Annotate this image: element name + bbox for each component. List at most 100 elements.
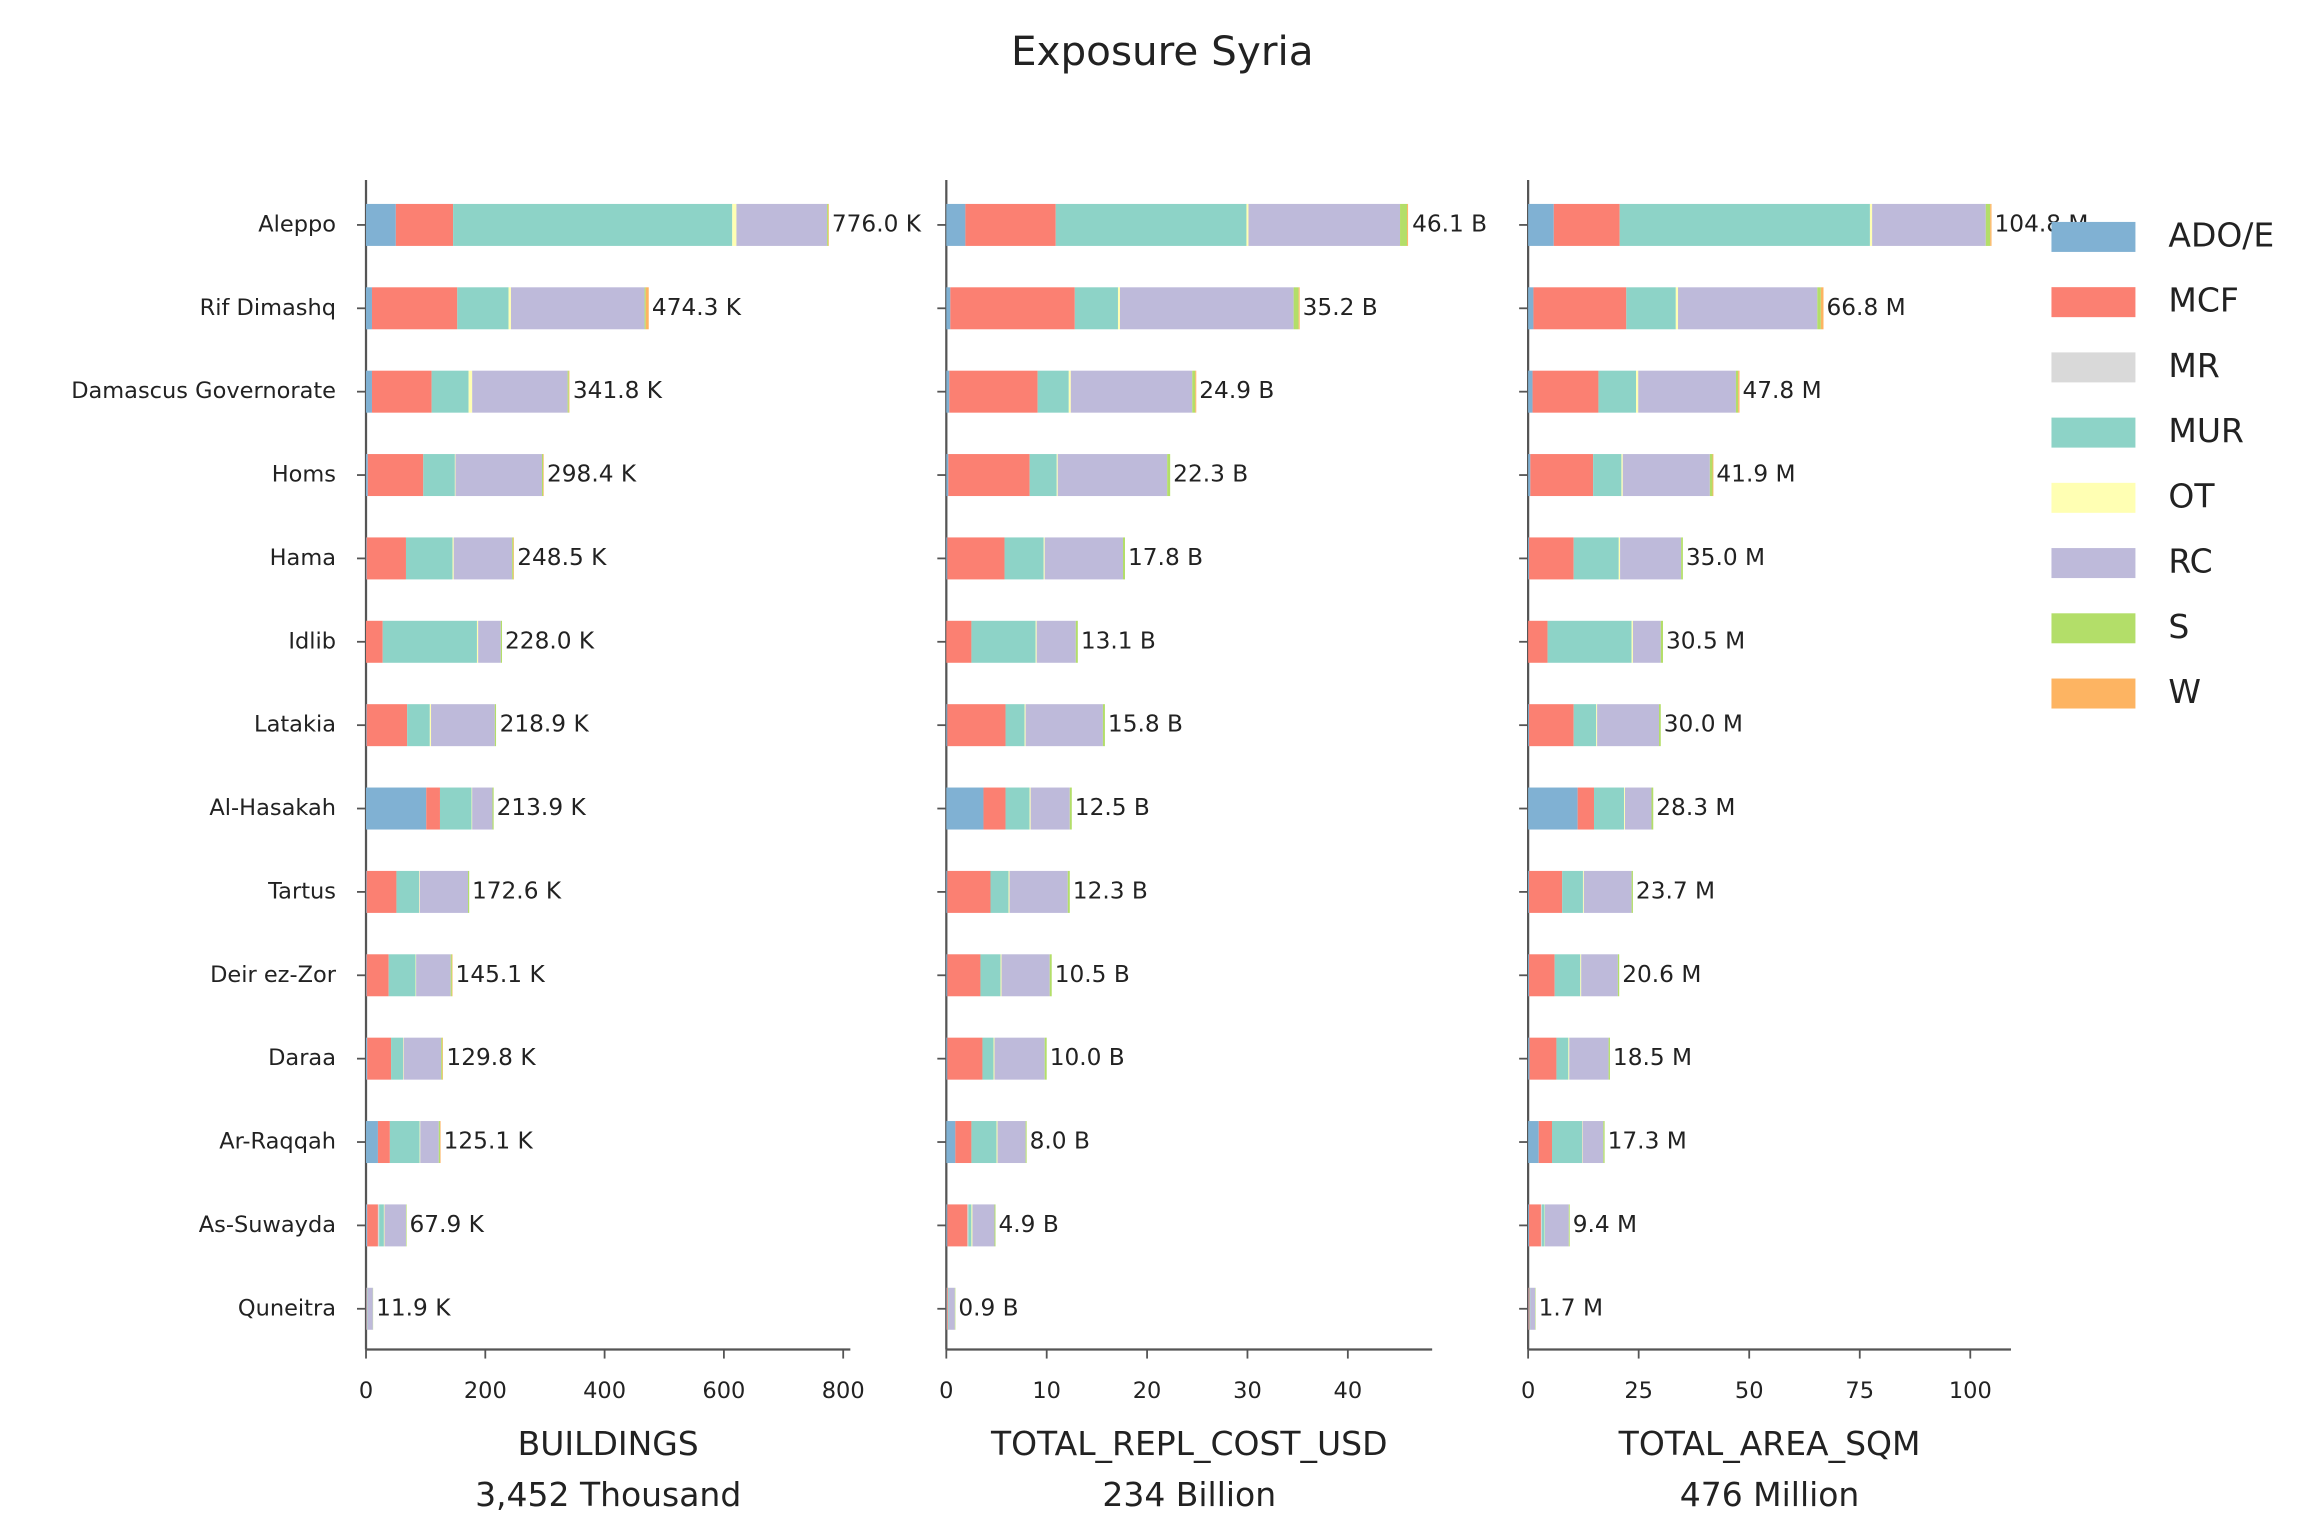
bar-segment [1529,1287,1531,1330]
legend-label: MCF [2168,281,2238,320]
bar-segment [1044,1037,1047,1080]
bar-segment [1990,203,1992,246]
legend-swatch [2051,287,2136,318]
y-tick-label: Tartus [267,878,336,904]
bar-segment [568,370,570,413]
data-label: 67.9 K [410,1211,485,1238]
bar-segment [407,704,430,747]
data-label: 35.0 M [1686,544,1765,571]
y-tick-label: Quneitra [238,1295,336,1321]
bar-segment [1030,787,1070,830]
y-tick-label: Deir ez-Zor [210,962,337,988]
bar-segment [1528,370,1533,413]
x-tick-label: 400 [583,1378,626,1404]
bar-segment [388,954,416,997]
bar-segment [367,1287,373,1330]
data-label: 474.3 K [652,294,742,321]
bar-segment [1624,787,1625,830]
bar-segment [965,203,1056,246]
bar-segment [1248,203,1401,246]
bar-segment [946,370,950,413]
bar-segment [1618,537,1621,580]
bar-segment [1573,704,1597,747]
bar-segment [1569,1037,1609,1080]
bar-segment [382,620,477,663]
bar-segment [971,1121,997,1164]
bar-segment [946,1204,948,1247]
bar-segment [1024,704,1026,747]
bar-segment [1581,954,1618,997]
bar-segment [441,1037,443,1080]
bar-segment [947,1204,968,1247]
bar-segment [968,1204,972,1247]
bar-segment [1400,203,1408,246]
data-label: 341.8 K [573,377,663,404]
x-tick-label: 75 [1845,1378,1874,1404]
bar-segment [950,287,1075,330]
legend-label: RC [2168,542,2212,581]
bar-segment [948,1287,955,1330]
bar-segment [366,704,408,747]
bar-segment [1009,870,1068,913]
bar-segment [1528,287,1534,330]
bar-segment [947,704,1006,747]
bar-segment [395,203,454,246]
bar-segment [1530,454,1594,497]
bar-segment [1001,954,1050,997]
bar-segment [1102,704,1105,747]
bar-segment [983,787,1006,830]
bar-segment [1528,787,1578,830]
bar-segment [367,1037,392,1080]
bar-segment [947,870,991,913]
bar-segment [1005,787,1030,830]
data-label: 35.2 B [1303,294,1378,321]
data-label: 47.8 M [1742,377,1821,404]
x-axis-label: TOTAL_REPL_COST_USD [990,1424,1388,1463]
bar-segment [1620,537,1682,580]
bar-segment [1057,454,1168,497]
bar-segment [1035,620,1037,663]
data-label: 30.5 M [1666,627,1745,654]
bar-segment [947,1287,949,1330]
bar-segment [1528,454,1531,497]
bar-segment [1167,454,1171,497]
bar-segment [993,1037,995,1080]
bar-segment [1583,870,1632,913]
bar-segment [1681,537,1683,580]
data-label: 129.8 K [446,1044,536,1071]
x-tick-label: 0 [939,1378,953,1404]
bar-segment [1540,1204,1542,1247]
data-label: 13.1 B [1081,627,1156,654]
data-label: 145.1 K [456,961,546,988]
data-label: 10.5 B [1055,961,1130,988]
bar-segment [1298,287,1300,330]
bar-segment [827,203,829,246]
legend-label: S [2168,607,2189,646]
bar-segment [492,787,494,830]
y-tick-label: Hama [270,545,336,571]
x-tick-label: 10 [1032,1378,1061,1404]
data-label: 8.0 B [1030,1128,1090,1155]
bar-segment [452,537,454,580]
y-tick-label: Daraa [268,1045,336,1071]
legend-swatch [2051,548,2136,579]
bar-segment [1709,454,1713,497]
bar-segment [442,1037,443,1080]
bar-segment [1067,870,1070,913]
bar-segment [1553,203,1620,246]
bar-segment [383,1204,385,1247]
bar-segment [946,620,972,663]
bar-segment [1594,787,1625,830]
data-label: 228.0 K [505,627,595,654]
bar-segment [1000,954,1002,997]
bar-segment [1678,287,1818,330]
bar-segment [419,1121,421,1164]
bar-segment [946,704,948,747]
bar-segment [1872,203,1986,246]
bar-segment [946,287,951,330]
bar-segment [1638,370,1736,413]
legend-swatch [2051,678,2136,709]
bar-segment [645,287,649,330]
bar-segment [472,370,568,413]
